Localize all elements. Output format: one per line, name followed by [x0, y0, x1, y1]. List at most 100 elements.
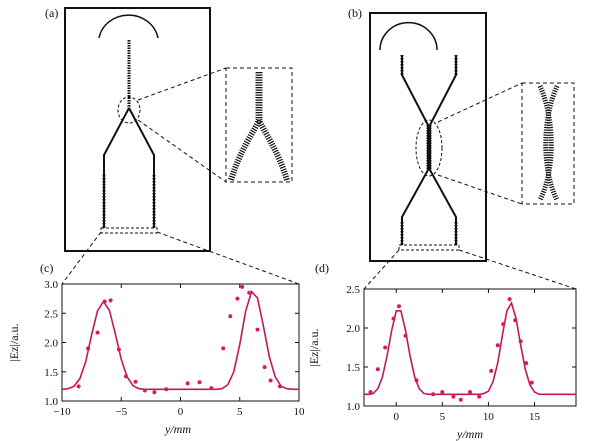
- data-point: [489, 368, 494, 373]
- data-point: [391, 316, 396, 321]
- data-point: [414, 378, 419, 383]
- panel-a-inset-right-branch: [256, 118, 290, 181]
- data-point: [458, 397, 463, 402]
- y-tick-label: 2.0: [44, 338, 58, 350]
- y-axis-title: |Ez|/a.u.: [307, 328, 321, 366]
- data-point: [495, 343, 500, 348]
- panel-label-d: (d): [315, 261, 329, 275]
- panel-a-port-box: [100, 227, 158, 234]
- x-tick-label: −5: [115, 406, 127, 418]
- chart-panel-d: (d) 0 5 10 15 1.0 1.5 2.0 2.5 y/mm |Ez|/a.u.: [307, 261, 577, 441]
- data-point: [375, 367, 380, 372]
- panel-b-port-box: [398, 244, 460, 251]
- data-point: [240, 284, 245, 289]
- panel-b-inset-frame: [521, 82, 575, 205]
- data-point: [185, 381, 190, 386]
- panel-a-zoom-line-to-c-right: [156, 231, 300, 285]
- y-tick-label: 1.5: [346, 362, 360, 374]
- panel-b-inset-right-guide: [543, 84, 560, 202]
- data-point: [278, 384, 282, 389]
- data-point: [368, 390, 373, 394]
- data-point: [76, 384, 81, 389]
- x-tick-label: 0: [178, 406, 184, 418]
- data-point: [86, 346, 91, 351]
- y-tick-label: 2.5: [346, 284, 360, 296]
- panel-b-zoom-line-to-d-left: [363, 249, 400, 290]
- y-tick-label: 1.0: [44, 396, 58, 408]
- panel-label-b: (b): [348, 6, 362, 20]
- data-point: [247, 290, 252, 295]
- data-point: [221, 346, 226, 351]
- data-point: [513, 318, 518, 323]
- x-tick-label: 5: [237, 406, 243, 418]
- data-point: [383, 345, 388, 350]
- panel-label-c: (c): [40, 261, 53, 275]
- data-point: [397, 304, 401, 309]
- data-point: [209, 386, 214, 391]
- panel-b-zoom-line-to-d-right: [458, 249, 577, 290]
- data-point: [477, 394, 482, 399]
- data-point: [403, 333, 408, 338]
- panel-a-right-branch: [128, 107, 155, 228]
- panel-a-frame: [64, 7, 211, 252]
- panel-b-inset-left-guide: [537, 84, 554, 202]
- data-point: [164, 387, 169, 392]
- panel-a-arc-antenna: [98, 14, 159, 39]
- panel-label-a: (a): [45, 6, 58, 20]
- data-point: [133, 379, 138, 384]
- panel-a-zoom-line-to-c-left: [61, 231, 102, 285]
- panel-b-zoom-ellipse: [415, 119, 443, 177]
- data-point: [529, 380, 534, 385]
- panel-a-zoom-line-top: [137, 67, 227, 101]
- y-axis-title: |Ez|/a.u.: [7, 323, 21, 361]
- data-point: [431, 392, 436, 397]
- y-tick-label: 1.0: [346, 401, 360, 413]
- panel-b: (b): [348, 6, 577, 290]
- x-tick-label: 5: [440, 411, 446, 423]
- x-axis-title: y/mm: [456, 427, 483, 441]
- data-point: [524, 361, 529, 366]
- panel-a-left-branch: [103, 107, 130, 228]
- fit-curve: [364, 301, 576, 396]
- data-point: [501, 322, 506, 327]
- panel-b-arc-antenna: [379, 21, 438, 51]
- x-tick-label: 0: [394, 411, 400, 423]
- fit-curve: [61, 290, 299, 391]
- data-point: [507, 297, 512, 302]
- y-tick-label: 3.0: [44, 279, 58, 291]
- chart-c-plot: −10 −5 0 5 10 1.0 1.5 2.0 2.5 3.0 y/mm |Ez|/a.u.: [7, 279, 305, 436]
- panel-a-zoom-ellipse: [117, 96, 141, 124]
- y-tick-label: 1.5: [44, 367, 58, 379]
- y-tick-label: 2.5: [44, 308, 58, 320]
- data-point: [451, 394, 456, 399]
- data-point: [124, 374, 128, 379]
- panel-a-inset-left-branch: [228, 118, 262, 181]
- data-point: [440, 390, 445, 394]
- plot-frame: [61, 283, 300, 402]
- data-point: [116, 347, 121, 352]
- panel-b-zoom-line-top: [437, 82, 523, 123]
- data-point: [268, 378, 273, 383]
- chart-panel-c: (c) −10 −5 0 5 10 1.0 1.5 2.0 2.5 3.0 y/mm |Ez|/a.u…: [7, 261, 305, 436]
- x-axis-title: y/mm: [164, 422, 191, 436]
- data-point: [235, 296, 240, 301]
- data-point: [102, 299, 107, 304]
- panel-b-frame: [369, 12, 487, 262]
- data-point: [142, 388, 147, 393]
- x-tick-label: 10: [294, 406, 306, 418]
- data-point: [95, 330, 100, 335]
- data-point: [255, 327, 260, 332]
- data-point: [108, 298, 113, 303]
- panel-b-left-waveguide: [401, 55, 429, 245]
- data-point: [197, 380, 202, 385]
- y-tick-label: 2.0: [346, 323, 360, 335]
- x-tick-label: 10: [483, 411, 495, 423]
- panel-b-zoom-line-bottom: [437, 174, 523, 205]
- panel-a-zoom-line-bottom: [137, 119, 227, 183]
- data-point: [152, 390, 157, 395]
- data-point: [518, 339, 523, 344]
- data-point: [262, 365, 267, 370]
- panel-a-inset-frame: [225, 67, 293, 183]
- x-tick-label: 15: [529, 411, 541, 423]
